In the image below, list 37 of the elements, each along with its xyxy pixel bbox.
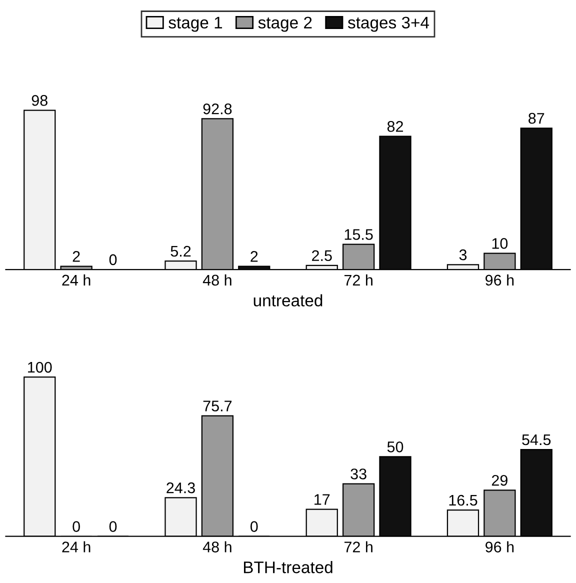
data-label: 24.3 xyxy=(166,482,195,494)
x-axis-title: BTH-treated xyxy=(244,561,332,574)
data-label: 92.8 xyxy=(203,104,232,114)
data-label: 16.5 xyxy=(449,494,478,506)
data-label: 0 xyxy=(250,521,258,532)
data-label: 98 xyxy=(32,95,48,106)
x-axis-title: untreated xyxy=(254,294,322,306)
data-label: 10 xyxy=(492,238,508,249)
x-tick-label: 24 h xyxy=(62,274,90,286)
data-label: 82 xyxy=(387,121,403,132)
data-label: 15.5 xyxy=(344,229,373,240)
data-label: 2 xyxy=(250,251,258,262)
data-label: 0 xyxy=(109,521,117,532)
data-label: 0 xyxy=(72,521,80,532)
data-label: 75.7 xyxy=(203,400,232,412)
x-tick-label: 96 h xyxy=(486,274,514,286)
x-tick-label: 96 h xyxy=(486,541,514,552)
data-label: 54.5 xyxy=(522,434,551,446)
x-tick-label: 48 h xyxy=(202,274,232,286)
data-label: 29 xyxy=(492,474,508,486)
x-tick-label: 24 h xyxy=(62,541,90,552)
data-label: 0 xyxy=(109,254,117,266)
data-label: 3 xyxy=(459,249,467,260)
legend-label: stage 2 xyxy=(258,16,312,32)
x-tick-label: 72 h xyxy=(344,274,372,286)
data-label: 2.5 xyxy=(312,250,332,262)
x-tick-label: 72 h xyxy=(344,541,372,552)
data-label: 100 xyxy=(28,362,52,373)
data-label: 2 xyxy=(72,251,80,262)
data-label: 33 xyxy=(350,468,366,480)
legend-label: stages 3+4 xyxy=(348,16,430,32)
legend-label: stage 1 xyxy=(168,16,222,32)
data-label: 17 xyxy=(314,494,330,505)
x-tick-label: 48 h xyxy=(202,541,232,552)
data-label: 87 xyxy=(528,112,544,124)
data-label: 50 xyxy=(387,442,404,452)
data-label: 5.2 xyxy=(170,246,191,257)
